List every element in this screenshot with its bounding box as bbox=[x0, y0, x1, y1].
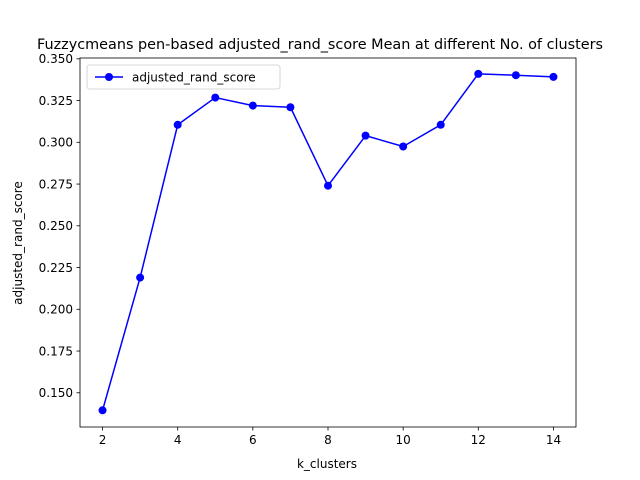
y-tick-label: 0.250 bbox=[39, 219, 73, 233]
y-tick-label: 0.300 bbox=[39, 136, 73, 150]
legend-label: adjusted_rand_score bbox=[132, 71, 256, 85]
x-tick-label: 14 bbox=[546, 433, 561, 447]
data-point bbox=[173, 120, 182, 129]
data-point bbox=[511, 71, 520, 80]
data-point bbox=[361, 131, 370, 140]
x-tick-label: 10 bbox=[396, 433, 411, 447]
data-point bbox=[549, 72, 558, 81]
legend-box bbox=[86, 64, 281, 90]
y-tick-label: 0.150 bbox=[39, 386, 73, 400]
data-point bbox=[399, 142, 408, 151]
y-tick-label: 0.325 bbox=[39, 94, 73, 108]
x-tick-label: 6 bbox=[249, 433, 257, 447]
data-point bbox=[324, 181, 332, 190]
data-point bbox=[436, 120, 445, 129]
y-tick-label: 0.225 bbox=[39, 261, 73, 275]
plot-area: 2 4 6 8 10 12 14 0.150 0.175 0.200 0.225 0.250 0.275… bbox=[39, 52, 577, 447]
chart-title: Fuzzycmeans pen-based adjusted_rand_scor… bbox=[37, 37, 603, 53]
x-tick-label: 2 bbox=[99, 433, 107, 447]
x-axis-label: k_clusters bbox=[297, 457, 357, 471]
legend: adjusted_rand_score bbox=[86, 64, 281, 90]
axes-frame bbox=[79, 57, 577, 428]
data-point bbox=[136, 273, 145, 282]
data-point bbox=[286, 103, 295, 112]
y-tick-label: 0.200 bbox=[39, 303, 73, 317]
y-tick-label: 0.350 bbox=[39, 52, 73, 66]
y-tick-label: 0.175 bbox=[39, 344, 73, 358]
data-point bbox=[98, 406, 107, 415]
x-tick-label: 4 bbox=[174, 433, 182, 447]
y-axis-label: adjusted_rand_score bbox=[11, 181, 25, 305]
x-tick-label: 8 bbox=[324, 433, 332, 447]
y-tick-label: 0.275 bbox=[39, 177, 73, 191]
data-point bbox=[474, 69, 483, 78]
data-point bbox=[211, 93, 220, 102]
legend-marker bbox=[105, 73, 113, 81]
series-line bbox=[101, 73, 554, 411]
data-point bbox=[248, 101, 257, 110]
x-tick-label: 12 bbox=[471, 433, 486, 447]
